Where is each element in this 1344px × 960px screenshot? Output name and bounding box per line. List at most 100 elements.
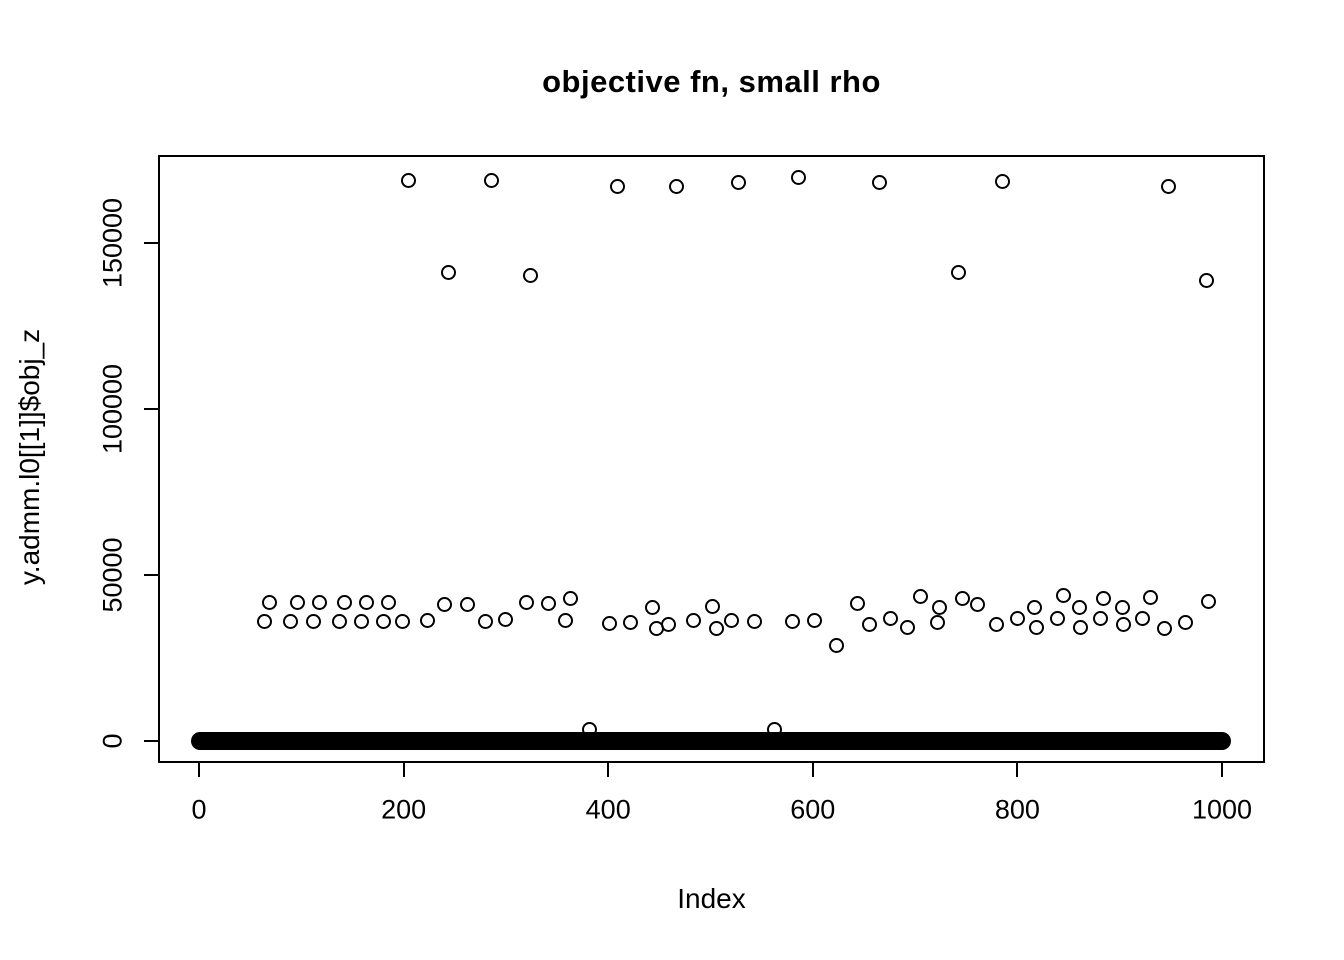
scatter-point [623,614,639,630]
scatter-point [582,721,598,737]
scatter-point [669,178,685,194]
scatter-point [705,598,721,614]
scatter-point [807,612,823,628]
scatter-point [1134,610,1150,626]
scatter-point [1157,620,1173,636]
scatter-point [541,596,557,612]
scatter-point [306,613,322,629]
scatter-point [256,613,272,629]
scatter-point [1029,619,1045,635]
scatter-point [375,613,391,629]
y-tick-label: 0 [97,733,128,749]
scatter-point [828,637,844,653]
scatter-point [784,613,800,629]
scatter-point [380,595,396,611]
scatter-point [746,613,762,629]
scatter-point [1201,593,1217,609]
y-tick-label: 50000 [97,537,128,613]
y-tick [144,408,158,410]
y-tick-label: 100000 [97,363,128,455]
y-axis-label: y.admm.l0[[1]]$obj_z [14,328,45,586]
x-tick-label: 400 [585,794,631,825]
scatter-point [477,614,493,630]
x-tick [607,763,610,777]
scatter-point [954,590,970,606]
y-tick [144,242,158,244]
scatter-point [930,614,946,630]
x-tick [1221,763,1223,777]
x-axis-label: Index [677,883,746,914]
y-tick [144,574,158,576]
scatter-point [336,595,352,611]
x-tick-label: 800 [994,794,1040,825]
x-tick-label: 600 [790,794,836,825]
scatter-point [562,591,578,607]
scatter-point [331,613,347,629]
scatter-point [1009,610,1025,626]
scatter-point [912,588,928,604]
zero-band [191,732,1231,750]
scatter-point [282,613,298,629]
scatter-point [401,173,417,189]
scatter-point [518,595,534,611]
scatter-point [871,175,887,191]
scatter-point [724,612,740,628]
x-tick-label: 200 [381,794,427,825]
scatter-point [989,616,1005,632]
scatter-point [609,178,625,194]
y-tick [144,740,158,742]
scatter-point [1049,610,1065,626]
scatter-point [1072,599,1088,615]
scatter-point [441,265,457,281]
scatter-point [1199,272,1215,288]
scatter-point [685,612,701,628]
scatter-point [1092,610,1108,626]
scatter-point [767,721,783,737]
scatter-point [1116,616,1132,632]
scatter-point [484,173,500,189]
chart-title: objective fn, small rho [542,64,881,99]
scatter-point [1177,614,1193,630]
scatter-point [419,612,435,628]
scatter-point [970,596,985,612]
scatter-point [289,595,305,611]
scatter-point [557,612,573,628]
scatter-point [522,268,538,284]
scatter-point [354,613,370,629]
scatter-point [1027,599,1043,615]
scatter-point [437,597,453,613]
x-tick [198,763,200,777]
scatter-point [850,595,866,611]
scatter-point [312,595,328,611]
scatter-point [790,170,806,186]
scatter-point [601,615,617,631]
scatter-point [1115,599,1131,615]
scatter-point [1161,179,1177,195]
scatter-point [861,616,877,632]
scatter-point [1073,619,1089,635]
x-tick [811,763,814,777]
scatter-point [262,595,278,611]
plot-area [158,155,1265,763]
scatter-point [730,175,746,191]
scatter-point [459,597,475,613]
scatter-point [994,173,1010,189]
x-tick [402,763,405,777]
scatter-point [395,613,411,629]
scatter-point [359,595,375,611]
scatter-point [932,599,948,615]
scatter-point [1095,590,1111,606]
scatter-point [950,265,966,281]
scatter-point [661,616,677,632]
scatter-point [1055,587,1071,603]
scatter-point [883,610,899,626]
scatter-point [1142,589,1158,605]
scatter-point [900,619,916,635]
x-tick [1016,763,1019,777]
scatter-point [498,611,514,627]
scatter-point [644,599,660,615]
y-tick-label: 150000 [97,197,128,289]
x-tick-label: 0 [191,794,207,825]
x-tick-label: 1000 [1191,794,1253,825]
